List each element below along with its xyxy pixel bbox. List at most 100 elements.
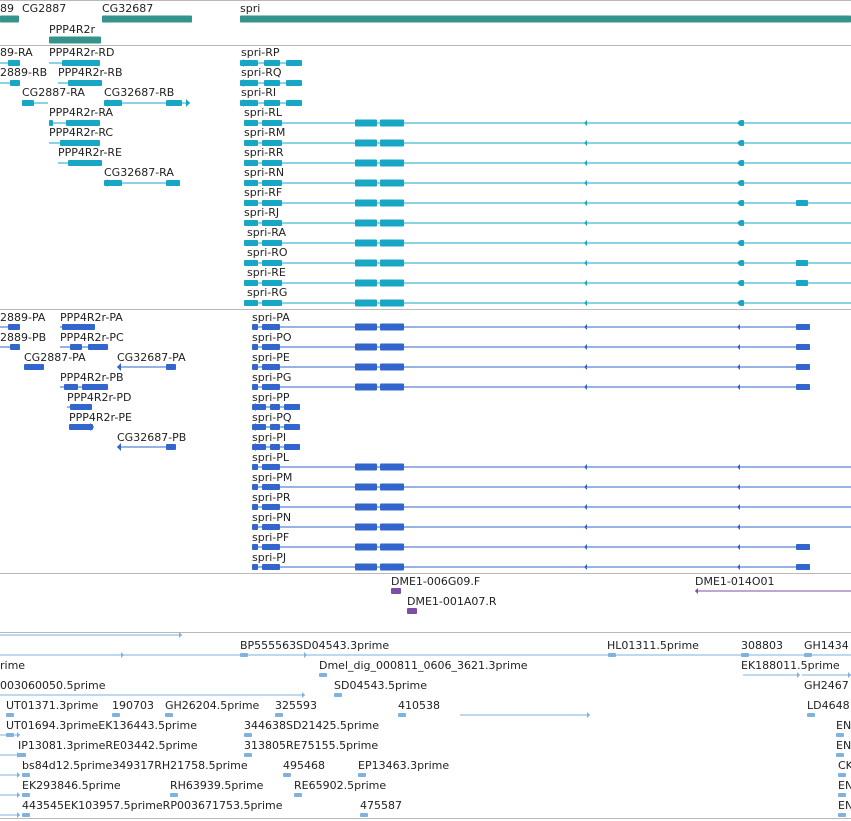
transcript-label[interactable]: spri-RG [247, 286, 288, 299]
exon-block[interactable] [252, 564, 258, 570]
exon-block[interactable] [49, 120, 53, 126]
exon-block[interactable] [286, 100, 302, 106]
est-label[interactable]: LD4648 [807, 699, 850, 712]
exon-block[interactable] [10, 80, 20, 86]
exon-block[interactable] [244, 200, 258, 206]
est-label[interactable]: 495468 [283, 759, 325, 772]
exon-block[interactable] [240, 60, 258, 66]
exon-block[interactable] [319, 673, 327, 677]
exon-block[interactable] [244, 240, 258, 246]
exon-block[interactable] [355, 139, 377, 147]
exon-block[interactable] [244, 753, 252, 757]
exon-block[interactable] [380, 219, 404, 227]
exon-block[interactable] [165, 713, 173, 717]
est-label[interactable]: EP13463.3prime [358, 759, 450, 772]
transcript-label[interactable]: spri-RL [244, 106, 283, 119]
exon-block[interactable] [104, 180, 122, 186]
exon-block[interactable] [380, 179, 404, 187]
exon-block[interactable] [796, 344, 810, 350]
exon-block[interactable] [60, 140, 100, 146]
translation-label[interactable]: PPP4R2r-PE [69, 411, 132, 424]
exon-block[interactable] [22, 773, 30, 777]
translation-label[interactable]: spri-PR [252, 491, 291, 504]
exon-block[interactable] [740, 220, 744, 226]
exon-block[interactable] [170, 793, 178, 797]
exon-block[interactable] [262, 464, 280, 470]
gene-label[interactable]: 89 [0, 2, 14, 15]
exon-block[interactable] [807, 713, 815, 717]
exon-block[interactable] [355, 199, 377, 207]
translation-label[interactable]: CG32687-PB [117, 431, 187, 444]
exon-block[interactable] [262, 364, 280, 370]
exon-block[interactable] [275, 713, 283, 717]
exon-block[interactable] [112, 713, 120, 717]
exon-block[interactable] [252, 544, 258, 550]
transcript-label[interactable]: PPP4R2r-RE [58, 146, 122, 159]
exon-block[interactable] [10, 344, 20, 350]
exon-block[interactable] [166, 180, 180, 186]
est-label[interactable]: 443545EK103957.5primeRP003671753.5prime [22, 799, 283, 812]
exon-block[interactable] [8, 324, 20, 330]
exon-block[interactable] [262, 140, 282, 146]
exon-block[interactable] [262, 220, 282, 226]
exon-block[interactable] [740, 160, 744, 166]
est-label[interactable]: 308803 [741, 639, 783, 652]
transcript-label[interactable]: spri-RJ [244, 206, 280, 219]
exon-block[interactable] [166, 100, 182, 106]
exon-block[interactable] [355, 119, 377, 127]
exon-block[interactable] [244, 160, 258, 166]
exon-block[interactable] [166, 364, 176, 370]
exon-block[interactable] [262, 260, 282, 266]
exon-block[interactable] [8, 60, 20, 66]
est-label[interactable]: 344638SD21425.5prime [244, 719, 379, 732]
gene-label[interactable]: CG32687 [102, 2, 154, 15]
exon-block[interactable] [355, 463, 377, 471]
transcript-label[interactable]: spri-RA [247, 226, 286, 239]
exon-block[interactable] [380, 563, 404, 571]
exon-block[interactable] [240, 80, 258, 86]
exon-block[interactable] [262, 484, 280, 490]
exon-block[interactable] [355, 363, 377, 371]
gene-label[interactable]: CG2887 [22, 2, 67, 15]
exon-block[interactable] [740, 280, 744, 286]
exon-block[interactable] [355, 523, 377, 531]
est-label[interactable]: EK188011.5prime [741, 659, 840, 672]
est-label[interactable]: 475587 [360, 799, 402, 812]
exon-block[interactable] [240, 653, 248, 657]
exon-block[interactable] [244, 140, 258, 146]
exon-block[interactable] [22, 793, 30, 797]
exon-block[interactable] [380, 119, 404, 127]
est-label[interactable]: RE65902.5prime [294, 779, 387, 792]
est-label[interactable]: EN [838, 779, 851, 792]
exon-block[interactable] [102, 15, 192, 23]
translation-label[interactable]: CG32687-PA [117, 351, 186, 364]
translation-label[interactable]: spri-PJ [252, 551, 287, 564]
exon-block[interactable] [252, 364, 258, 370]
exon-block[interactable] [262, 344, 280, 350]
exon-block[interactable] [838, 813, 846, 817]
exon-block[interactable] [244, 260, 258, 266]
exon-block[interactable] [740, 240, 744, 246]
exon-block[interactable] [244, 280, 258, 286]
exon-block[interactable] [49, 36, 101, 44]
transcript-label[interactable]: PPP4R2r-RD [49, 46, 115, 59]
exon-block[interactable] [244, 180, 258, 186]
translation-label[interactable]: spri-PA [252, 311, 290, 324]
exon-block[interactable] [252, 384, 258, 390]
exon-block[interactable] [264, 80, 280, 86]
exon-block[interactable] [380, 543, 404, 551]
translation-label[interactable]: 2889-PA [0, 311, 46, 324]
exon-block[interactable] [252, 464, 258, 470]
exon-block[interactable] [62, 324, 95, 330]
est-label[interactable]: HL01311.5prime [607, 639, 699, 652]
exon-block[interactable] [270, 404, 280, 410]
transcript-label[interactable]: spri-RF [244, 186, 283, 199]
exon-block[interactable] [355, 279, 377, 287]
exon-block[interactable] [262, 300, 282, 306]
exon-block[interactable] [240, 100, 258, 106]
exon-block[interactable] [262, 180, 282, 186]
est-label[interactable]: UT01694.3primeEK136443.5prime [6, 719, 197, 732]
transcript-label[interactable]: CG32687-RA [104, 166, 174, 179]
est-label[interactable]: EN [836, 719, 851, 732]
est-label[interactable]: SD04543.5prime [334, 679, 427, 692]
